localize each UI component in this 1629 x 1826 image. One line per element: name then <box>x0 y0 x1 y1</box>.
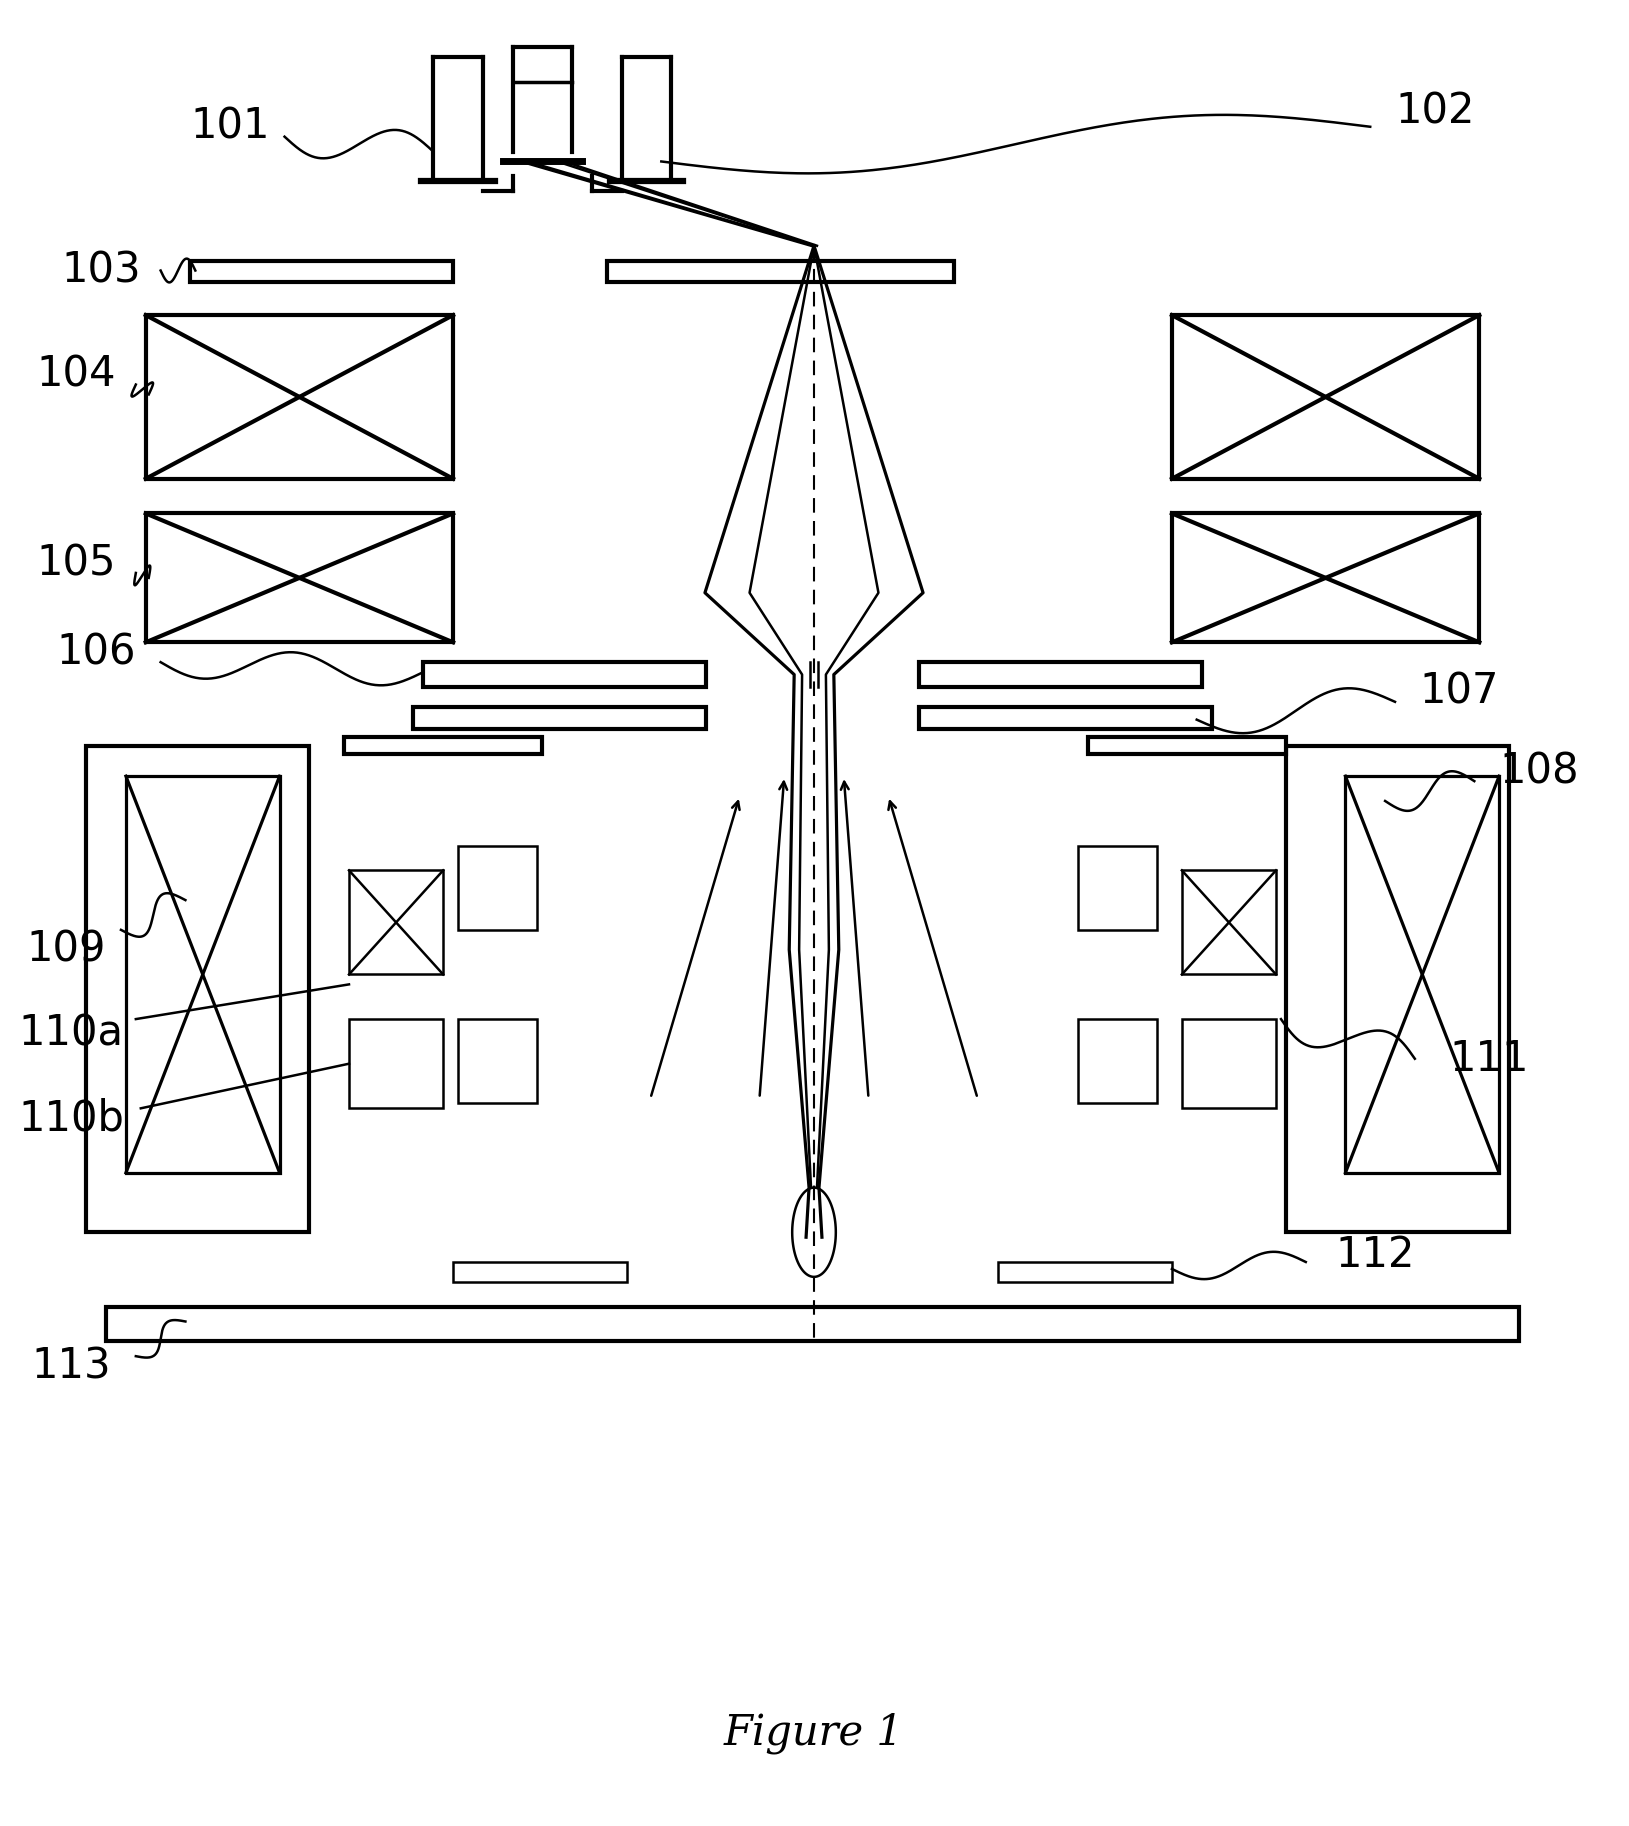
Text: 106: 106 <box>57 632 135 674</box>
Bar <box>1285 747 1508 1233</box>
Bar <box>86 747 310 1233</box>
Text: 108: 108 <box>1499 750 1579 792</box>
Text: 112: 112 <box>1336 1234 1416 1276</box>
Text: 102: 102 <box>1394 91 1474 133</box>
Text: 104: 104 <box>36 354 116 396</box>
Text: 111: 111 <box>1450 1037 1530 1079</box>
Text: 103: 103 <box>62 250 142 292</box>
Text: 109: 109 <box>26 929 106 971</box>
Bar <box>191 261 453 283</box>
Bar <box>999 1262 1171 1282</box>
Bar <box>458 845 538 929</box>
Bar <box>414 707 705 729</box>
Bar <box>344 736 542 754</box>
Text: 105: 105 <box>36 542 116 584</box>
Bar <box>458 1019 538 1103</box>
Bar <box>1088 736 1285 754</box>
Bar <box>1078 1019 1157 1103</box>
Text: 107: 107 <box>1420 670 1499 712</box>
Bar <box>1088 736 1285 754</box>
Bar <box>919 707 1212 729</box>
Bar <box>1078 845 1157 929</box>
Bar <box>145 513 453 643</box>
Bar <box>1171 513 1479 643</box>
Bar <box>1171 316 1479 478</box>
Text: 110a: 110a <box>20 1013 124 1055</box>
Bar <box>349 1019 443 1108</box>
Bar <box>1183 871 1276 975</box>
Bar <box>344 736 542 754</box>
Bar <box>919 663 1202 687</box>
Bar <box>606 261 955 283</box>
Text: 110b: 110b <box>18 1097 124 1139</box>
Bar <box>349 871 443 975</box>
Text: 113: 113 <box>31 1346 111 1388</box>
Bar <box>1346 776 1499 1172</box>
Bar <box>453 1262 627 1282</box>
Bar <box>424 663 705 687</box>
Bar <box>145 316 453 478</box>
Text: 101: 101 <box>191 106 270 148</box>
Text: Figure 1: Figure 1 <box>723 1713 904 1755</box>
Bar <box>125 776 280 1172</box>
Bar <box>1183 1019 1276 1108</box>
Bar <box>106 1307 1518 1342</box>
